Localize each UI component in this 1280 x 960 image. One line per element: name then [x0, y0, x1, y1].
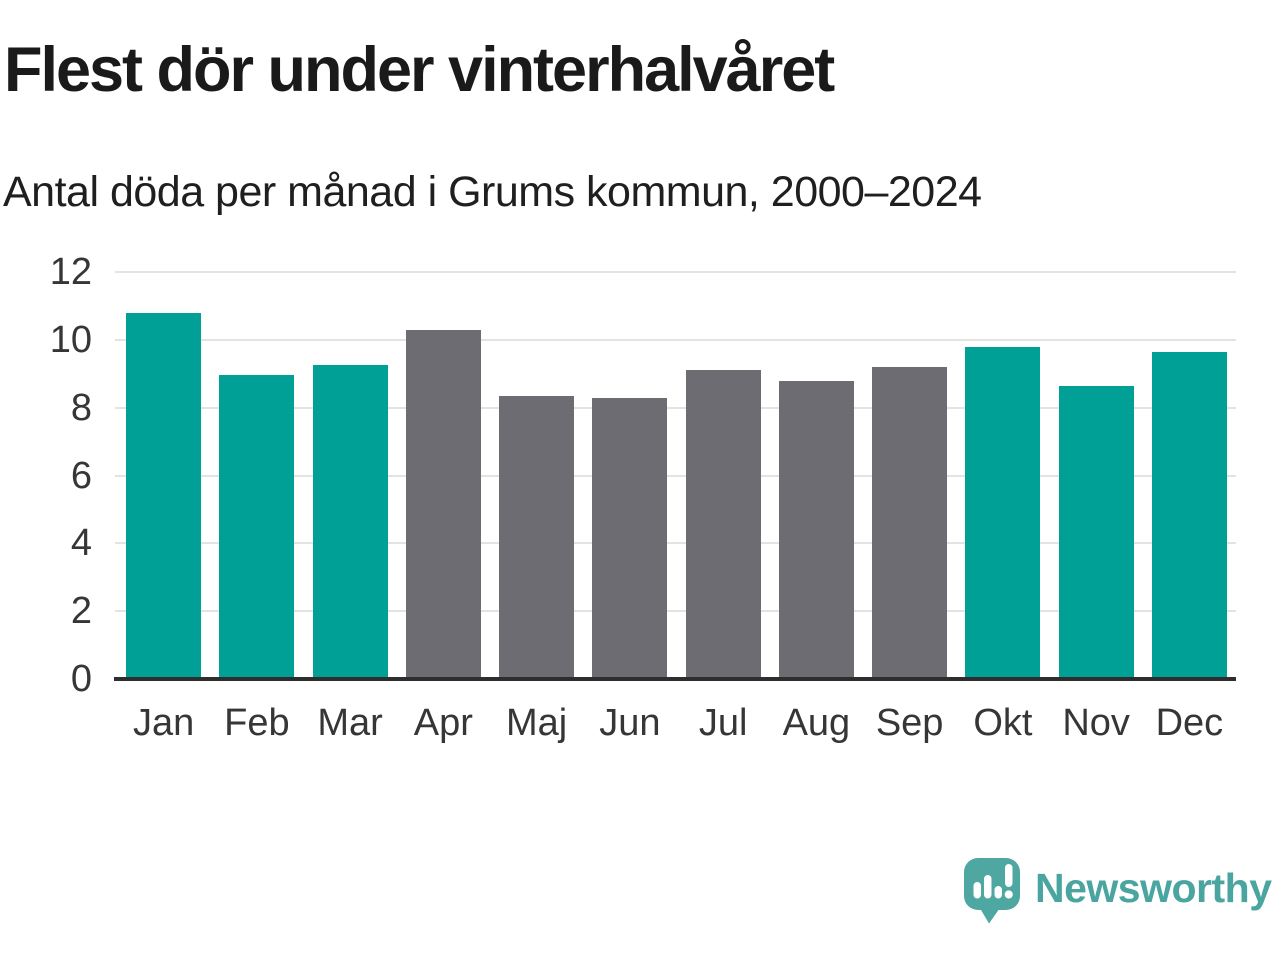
newsworthy-logo-icon — [964, 858, 1020, 924]
x-tick-label-jun: Jun — [599, 702, 661, 744]
x-tick-label-okt: Okt — [973, 702, 1033, 744]
x-tick-label-sep: Sep — [875, 702, 944, 744]
bar-aug — [778, 380, 854, 679]
bar-nov — [1058, 385, 1134, 679]
gridline-y10 — [115, 338, 1236, 341]
gridline-y8 — [115, 406, 1236, 409]
y-tick-label-4: 4 — [70, 522, 92, 565]
y-tick-label-8: 8 — [70, 386, 92, 429]
bar-apr — [405, 329, 481, 679]
x-axis-line — [114, 677, 1236, 681]
x-tick-label-jan: Jan — [132, 702, 195, 744]
newsworthy-logo-text: Newsworthy — [1035, 864, 1272, 911]
y-tick-label-0: 0 — [70, 658, 92, 700]
bar-sep — [872, 366, 948, 679]
gridline-y2 — [115, 610, 1236, 613]
bar-maj — [499, 395, 575, 679]
gridline-y6 — [115, 474, 1236, 477]
x-tick-label-nov: Nov — [1062, 702, 1130, 744]
chart-subtitle: Antal döda per månad i Grums kommun, 200… — [3, 168, 982, 216]
x-tick-label-dec: Dec — [1155, 702, 1224, 744]
gridline-y12 — [115, 271, 1236, 273]
y-tick-label-12: 12 — [49, 251, 92, 293]
plot-area — [114, 271, 1236, 681]
x-tick-label-maj: Maj — [506, 702, 568, 744]
bar-mar — [312, 365, 388, 679]
x-tick-label-apr: Apr — [413, 702, 473, 744]
bar-feb — [219, 375, 295, 679]
bar-jul — [685, 370, 761, 679]
gridline-y4 — [115, 542, 1236, 545]
bar-okt — [965, 346, 1041, 679]
newsworthy-logo: Newsworthy — [961, 856, 1272, 928]
y-tick-label-6: 6 — [70, 454, 92, 497]
x-tick-label-mar: Mar — [317, 702, 383, 744]
y-tick-label-10: 10 — [49, 318, 92, 361]
bar-jun — [592, 397, 668, 679]
y-tick-label-2: 2 — [70, 590, 92, 633]
chart-title: Flest dör under vinterhalvåret — [4, 35, 835, 105]
bar-jan — [126, 312, 202, 679]
bar-dec — [1151, 351, 1227, 679]
x-tick-label-jul: Jul — [698, 702, 748, 744]
x-tick-label-aug: Aug — [782, 702, 851, 744]
x-tick-label-feb: Feb — [224, 702, 290, 744]
